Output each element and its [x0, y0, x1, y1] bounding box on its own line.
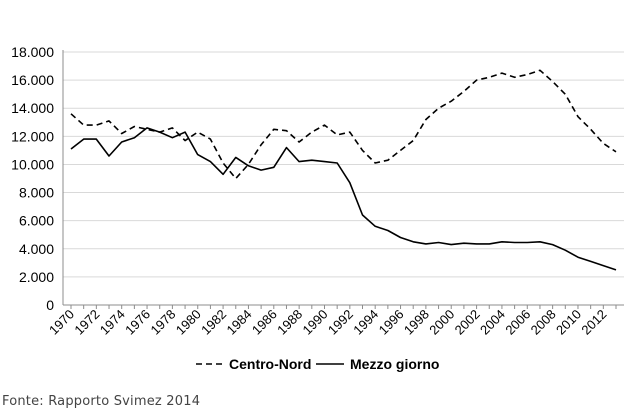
x-tick-label: 2010: [553, 307, 584, 338]
y-tick-label: 16.000: [11, 72, 54, 88]
x-tick-label: 2002: [452, 307, 483, 338]
y-tick-label: 10.000: [11, 156, 54, 172]
y-tick-label: 12.000: [11, 128, 54, 144]
y-tick-label: 18.000: [11, 44, 54, 60]
x-tick-label: 1982: [198, 307, 229, 338]
x-tick-label: 1990: [300, 307, 331, 338]
y-tick-label: 8.000: [19, 185, 54, 201]
legend-label-centro-nord: Centro-Nord: [229, 356, 311, 372]
legend-label-mezzo-giorno: Mezzo giorno: [350, 356, 439, 372]
legend: Centro-Nord Mezzo giorno: [196, 356, 439, 372]
x-tick-label: 1978: [147, 307, 178, 338]
x-tick-label: 1980: [173, 307, 204, 338]
x-tick-label: 2012: [578, 307, 609, 338]
y-axis-tick-labels: 0 2.000 4.000 6.000 8.000 10.000 12.000 14.000 1…: [11, 44, 54, 313]
x-tick-label: 1986: [249, 307, 280, 338]
x-tick-label: 2000: [426, 307, 457, 338]
y-tick-label: 2.000: [19, 269, 54, 285]
source-note: Fonte: Rapporto Svimez 2014: [2, 394, 201, 409]
gridlines: [63, 51, 624, 278]
x-tick-label: 1988: [274, 307, 305, 338]
x-tick-label: 1996: [376, 307, 407, 338]
x-tick-label: 2008: [528, 307, 559, 338]
y-tick-label: 14.000: [11, 100, 54, 116]
series-lines: [70, 69, 617, 271]
x-tick-label: 1994: [350, 307, 381, 338]
y-tick-label: 0: [46, 297, 54, 313]
series-line-mezzo-giorno: [70, 127, 617, 271]
x-tick-label: 1974: [97, 307, 128, 338]
series-line-centro-nord: [70, 69, 617, 180]
x-tick-label: 2004: [477, 307, 508, 338]
x-tick-label: 1972: [71, 307, 102, 338]
x-tick-label: 1992: [325, 307, 356, 338]
x-tick-label: 1984: [224, 307, 255, 338]
x-tick-label: 1998: [401, 307, 432, 338]
x-axis-tick-labels: 1970197219741976197819801982198419861988…: [46, 307, 609, 338]
x-tick-label: 1976: [122, 307, 153, 338]
x-tick-label: 2006: [502, 307, 533, 338]
y-tick-label: 6.000: [19, 213, 54, 229]
axes: [62, 50, 624, 309]
y-tick-label: 4.000: [19, 241, 54, 257]
